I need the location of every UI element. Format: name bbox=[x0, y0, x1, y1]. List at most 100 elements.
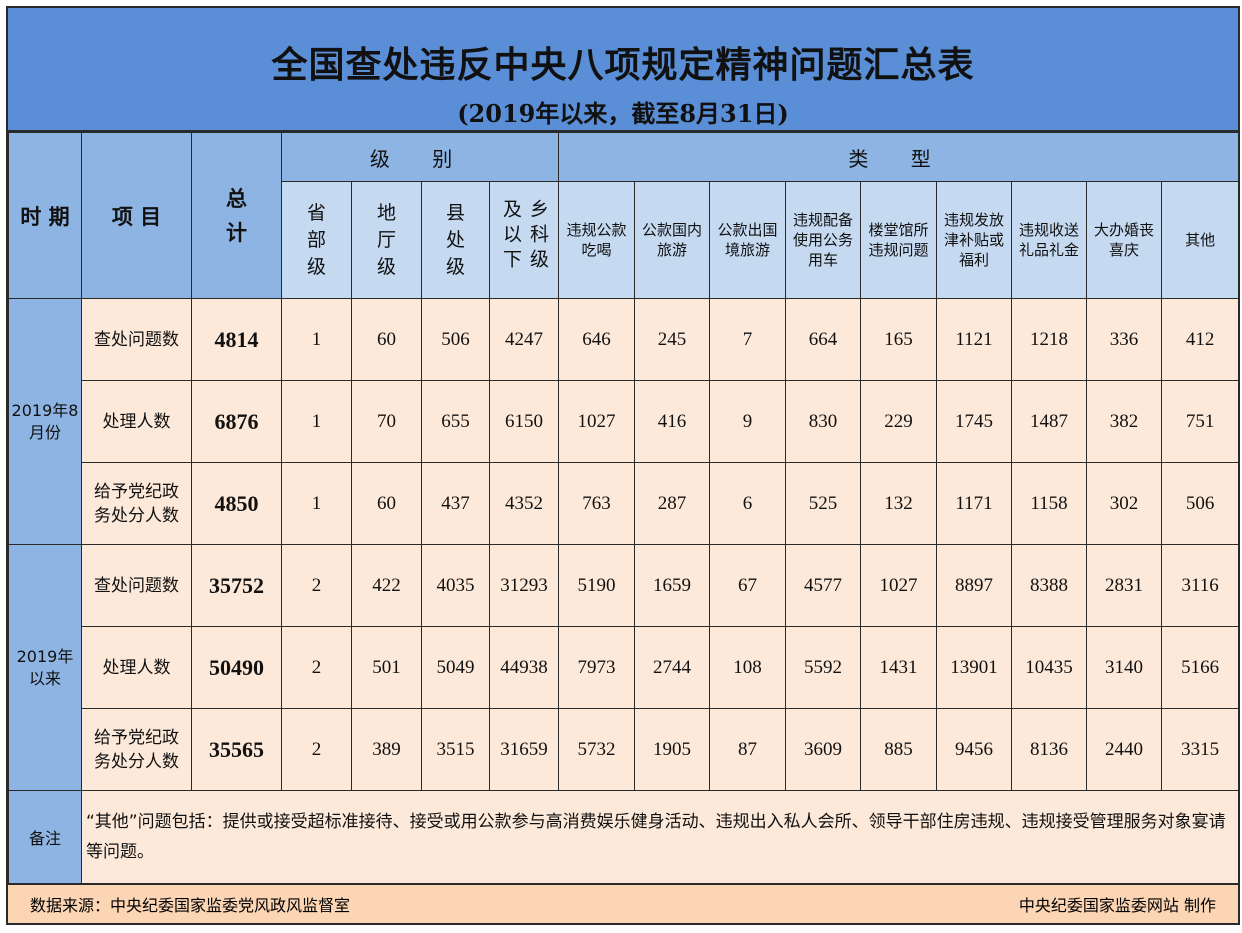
header-type-6: 违规收送礼品礼金 bbox=[1011, 181, 1088, 299]
level-cell: 31293 bbox=[488, 544, 560, 627]
type-cell: 412 bbox=[1161, 298, 1240, 381]
total-cell: 4814 bbox=[191, 298, 282, 381]
level-cell: 5049 bbox=[421, 626, 490, 709]
type-cell: 132 bbox=[860, 462, 938, 545]
item-label: 查处问题数 bbox=[94, 329, 179, 350]
table-row: 处理人数 6876 1 70 655 6150 1027 416 9 830 229 1745 1487… bbox=[9, 380, 1240, 463]
item-label: 查处问题数 bbox=[94, 575, 179, 596]
header-type-label: 违规发放津补贴或福利 bbox=[944, 211, 1005, 269]
type-cell: 7973 bbox=[558, 626, 636, 709]
header-type-8: 其他 bbox=[1161, 181, 1240, 299]
level-cell: 4035 bbox=[421, 544, 490, 627]
level-cell: 6150 bbox=[488, 380, 560, 463]
table-row: 给予党纪政务处分人数 4850 1 60 437 4352 763 287 6 525 132 117… bbox=[9, 462, 1240, 545]
type-cell: 13901 bbox=[936, 626, 1013, 709]
page-subtitle: (2019年以来，截至8月31日) bbox=[457, 99, 789, 128]
type-cell: 4577 bbox=[785, 544, 862, 627]
type-cell: 830 bbox=[785, 380, 862, 463]
level-cell: 1 bbox=[281, 462, 352, 545]
type-cell: 8388 bbox=[1011, 544, 1088, 627]
level-cell: 2 bbox=[281, 544, 352, 627]
header-type-label: 楼堂馆所违规问题 bbox=[868, 221, 929, 259]
header-level-3: 乡科级及以下 bbox=[488, 181, 560, 299]
notes-row: 备注 “其他”问题包括：提供或接受超标准接待、接受或用公款参与高消费娱乐健身活动… bbox=[8, 790, 1240, 884]
header-level-group: 级 别 bbox=[280, 132, 560, 182]
type-cell: 108 bbox=[709, 626, 787, 709]
header-type-label: 大办婚丧喜庆 bbox=[1094, 221, 1155, 259]
type-cell: 87 bbox=[709, 708, 787, 791]
header-level-label: 省部级 bbox=[306, 201, 326, 278]
level-cell: 422 bbox=[351, 544, 422, 627]
level-cell: 3515 bbox=[421, 708, 490, 791]
header-item: 项 目 bbox=[81, 132, 192, 299]
summary-table-frame: 全国查处违反中央八项规定精神问题汇总表 (2019年以来，截至8月31日) 时 … bbox=[6, 6, 1240, 925]
header-type-0: 违规公款吃喝 bbox=[558, 181, 636, 299]
type-cell: 67 bbox=[709, 544, 787, 627]
level-cell: 1 bbox=[281, 380, 352, 463]
type-cell: 8136 bbox=[1011, 708, 1088, 791]
type-cell: 5190 bbox=[558, 544, 636, 627]
type-cell: 664 bbox=[785, 298, 862, 381]
type-cell: 1171 bbox=[936, 462, 1013, 545]
type-cell: 1027 bbox=[860, 544, 938, 627]
type-cell: 7 bbox=[709, 298, 787, 381]
header-level-1: 地厅级 bbox=[351, 181, 422, 299]
period-cell: 2019年8月份 bbox=[8, 298, 82, 545]
item-label: 给予党纪政务处分人数 bbox=[94, 727, 179, 772]
header-period: 时 期 bbox=[8, 132, 82, 299]
type-cell: 5166 bbox=[1161, 626, 1240, 709]
type-cell: 1487 bbox=[1011, 380, 1088, 463]
header-level-label: 县处级 bbox=[445, 201, 465, 278]
type-cell: 165 bbox=[860, 298, 938, 381]
level-cell: 60 bbox=[351, 462, 422, 545]
total-cell: 35752 bbox=[191, 544, 282, 627]
level-cell: 2 bbox=[281, 708, 352, 791]
header-type-4: 楼堂馆所违规问题 bbox=[860, 181, 938, 299]
type-cell: 885 bbox=[860, 708, 938, 791]
type-cell: 751 bbox=[1161, 380, 1240, 463]
item-cell: 处理人数 bbox=[81, 380, 192, 463]
type-cell: 9456 bbox=[936, 708, 1013, 791]
type-cell: 3609 bbox=[785, 708, 862, 791]
type-cell: 8897 bbox=[936, 544, 1013, 627]
header-type-5: 违规发放津补贴或福利 bbox=[936, 181, 1013, 299]
data-source: 数据来源：中央纪委国家监委党风政风监督室 bbox=[30, 896, 351, 915]
level-cell: 70 bbox=[351, 380, 422, 463]
header-type-label: 违规配备使用公务用车 bbox=[793, 211, 854, 269]
page-title: 全国查处违反中央八项规定精神问题汇总表 bbox=[271, 44, 975, 86]
period-label: 2019年8月份 bbox=[11, 400, 79, 442]
level-cell: 44938 bbox=[488, 626, 560, 709]
type-cell: 5592 bbox=[785, 626, 862, 709]
type-cell: 763 bbox=[558, 462, 636, 545]
type-cell: 9 bbox=[709, 380, 787, 463]
type-cell: 287 bbox=[634, 462, 711, 545]
type-cell: 1218 bbox=[1011, 298, 1088, 381]
header-level-2: 县处级 bbox=[421, 181, 490, 299]
type-cell: 2440 bbox=[1086, 708, 1163, 791]
item-cell: 给予党纪政务处分人数 bbox=[81, 708, 192, 791]
table-row: 2019年以来 查处问题数 35752 2 422 4035 31293 5190 1659 67… bbox=[8, 544, 1240, 791]
header-type-2: 公款出国境旅游 bbox=[709, 181, 787, 299]
type-cell: 3116 bbox=[1161, 544, 1240, 627]
table-row: 处理人数 50490 2 501 5049 44938 7973 2744 108 5592 143… bbox=[9, 626, 1240, 709]
type-cell: 1027 bbox=[558, 380, 636, 463]
type-cell: 302 bbox=[1086, 462, 1163, 545]
type-cell: 1431 bbox=[860, 626, 938, 709]
header-total-label: 总计 bbox=[226, 186, 247, 245]
item-label: 处理人数 bbox=[102, 411, 171, 432]
notes-text: “其他”问题包括：提供或接受超标准接待、接受或用公款参与高消费娱乐健身活动、违规… bbox=[80, 790, 1240, 884]
type-cell: 229 bbox=[860, 380, 938, 463]
item-cell: 处理人数 bbox=[81, 626, 192, 709]
type-cell: 2744 bbox=[634, 626, 711, 709]
level-cell: 2 bbox=[281, 626, 352, 709]
type-cell: 506 bbox=[1161, 462, 1240, 545]
item-cell: 查处问题数 bbox=[81, 298, 192, 381]
type-cell: 1659 bbox=[634, 544, 711, 627]
summary-table: 时 期 项 目 总计 级 别 类 型 省部级 地厅级 县处级 乡科级及以下 违规公款吃喝… bbox=[8, 132, 1240, 884]
header-total: 总计 bbox=[191, 132, 282, 299]
level-cell: 4247 bbox=[488, 298, 560, 381]
title-banner: 全国查处违反中央八项规定精神问题汇总表 (2019年以来，截至8月31日) bbox=[8, 8, 1238, 132]
level-cell: 4352 bbox=[488, 462, 560, 545]
producer-credit: 中央纪委国家监委网站 制作 bbox=[1018, 896, 1216, 915]
header-type-label: 其他 bbox=[1185, 231, 1216, 249]
